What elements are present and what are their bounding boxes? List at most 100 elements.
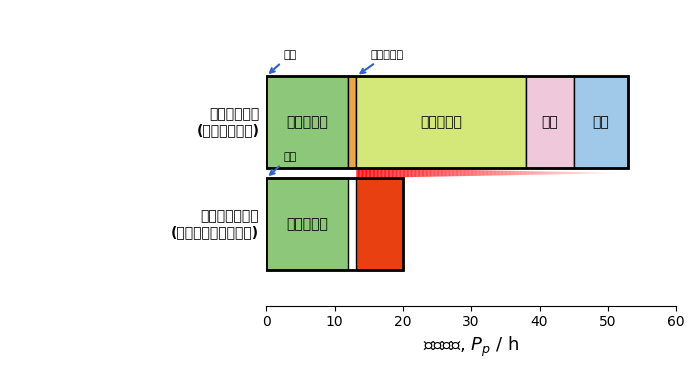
Polygon shape [476, 170, 477, 176]
Polygon shape [415, 169, 416, 177]
Polygon shape [430, 169, 431, 177]
Polygon shape [603, 172, 604, 174]
Polygon shape [454, 170, 456, 176]
Polygon shape [456, 170, 457, 176]
Polygon shape [498, 171, 499, 175]
Polygon shape [363, 168, 365, 178]
Polygon shape [581, 172, 582, 174]
Bar [266, 178, 402, 270]
Polygon shape [532, 171, 533, 175]
Polygon shape [395, 169, 397, 177]
Polygon shape [371, 168, 372, 178]
Polygon shape [596, 172, 597, 174]
Text: 計量: 計量 [270, 50, 297, 73]
Polygon shape [368, 168, 369, 178]
Polygon shape [535, 171, 536, 175]
Polygon shape [441, 169, 442, 177]
Polygon shape [506, 171, 507, 175]
Polygon shape [472, 170, 473, 176]
Polygon shape [438, 169, 440, 177]
Polygon shape [381, 168, 382, 178]
Polygon shape [568, 172, 570, 174]
Polygon shape [414, 169, 415, 177]
Polygon shape [464, 170, 466, 176]
Polygon shape [505, 171, 506, 175]
Polygon shape [423, 169, 424, 177]
Polygon shape [564, 172, 566, 174]
Polygon shape [533, 171, 535, 175]
Polygon shape [518, 171, 519, 175]
Polygon shape [369, 168, 370, 178]
Polygon shape [398, 169, 400, 177]
Polygon shape [513, 171, 514, 175]
Polygon shape [494, 171, 495, 175]
Bar [356, 76, 526, 168]
Polygon shape [555, 172, 556, 174]
Polygon shape [600, 172, 601, 174]
Text: 脱脂: 脱脂 [541, 115, 558, 129]
Polygon shape [362, 168, 363, 178]
Polygon shape [590, 172, 592, 174]
Polygon shape [479, 170, 480, 176]
Polygon shape [408, 169, 409, 177]
Polygon shape [502, 171, 503, 175]
Polygon shape [537, 171, 538, 175]
Polygon shape [433, 169, 434, 177]
Text: 粉砕、混合: 粉砕、混合 [286, 217, 328, 231]
Polygon shape [586, 172, 587, 174]
Polygon shape [542, 171, 544, 175]
Polygon shape [365, 168, 366, 178]
Polygon shape [519, 171, 521, 175]
Text: 鋳込み成形: 鋳込み成形 [360, 50, 403, 73]
Polygon shape [607, 172, 608, 174]
Polygon shape [500, 171, 502, 175]
Polygon shape [382, 168, 384, 178]
Text: 乾燥・脱型: 乾燥・脱型 [420, 115, 462, 129]
Polygon shape [400, 169, 401, 177]
Polygon shape [421, 169, 423, 177]
Polygon shape [468, 170, 469, 176]
Polygon shape [470, 170, 472, 176]
Polygon shape [594, 172, 596, 174]
Polygon shape [359, 168, 360, 178]
Polygon shape [515, 171, 517, 175]
Polygon shape [566, 172, 567, 174]
Polygon shape [512, 171, 513, 175]
Polygon shape [541, 171, 542, 175]
Polygon shape [545, 171, 547, 175]
Polygon shape [604, 172, 606, 174]
Polygon shape [598, 172, 600, 174]
Polygon shape [575, 172, 577, 174]
Polygon shape [517, 171, 518, 175]
Bar [356, 178, 402, 270]
Polygon shape [366, 168, 368, 178]
Polygon shape [443, 169, 444, 177]
Polygon shape [487, 170, 489, 176]
Polygon shape [461, 170, 463, 176]
Bar [266, 76, 348, 168]
Polygon shape [360, 168, 362, 178]
Bar [574, 76, 629, 168]
Polygon shape [496, 171, 498, 175]
Polygon shape [418, 169, 419, 177]
Polygon shape [608, 173, 609, 174]
Bar [266, 178, 348, 270]
Polygon shape [480, 170, 482, 176]
Polygon shape [495, 171, 496, 175]
Polygon shape [435, 169, 437, 177]
Polygon shape [589, 172, 590, 174]
Polygon shape [450, 170, 452, 177]
Polygon shape [469, 170, 470, 176]
Polygon shape [508, 171, 509, 175]
X-axis label: 製造時間, $P_p$ / h: 製造時間, $P_p$ / h [423, 335, 519, 359]
Polygon shape [550, 172, 551, 175]
Polygon shape [420, 169, 421, 177]
Polygon shape [489, 171, 491, 176]
Polygon shape [447, 170, 449, 177]
Polygon shape [434, 169, 435, 177]
Polygon shape [402, 169, 404, 177]
Polygon shape [525, 171, 526, 175]
Polygon shape [374, 168, 375, 178]
Polygon shape [428, 169, 430, 177]
Polygon shape [492, 171, 493, 175]
